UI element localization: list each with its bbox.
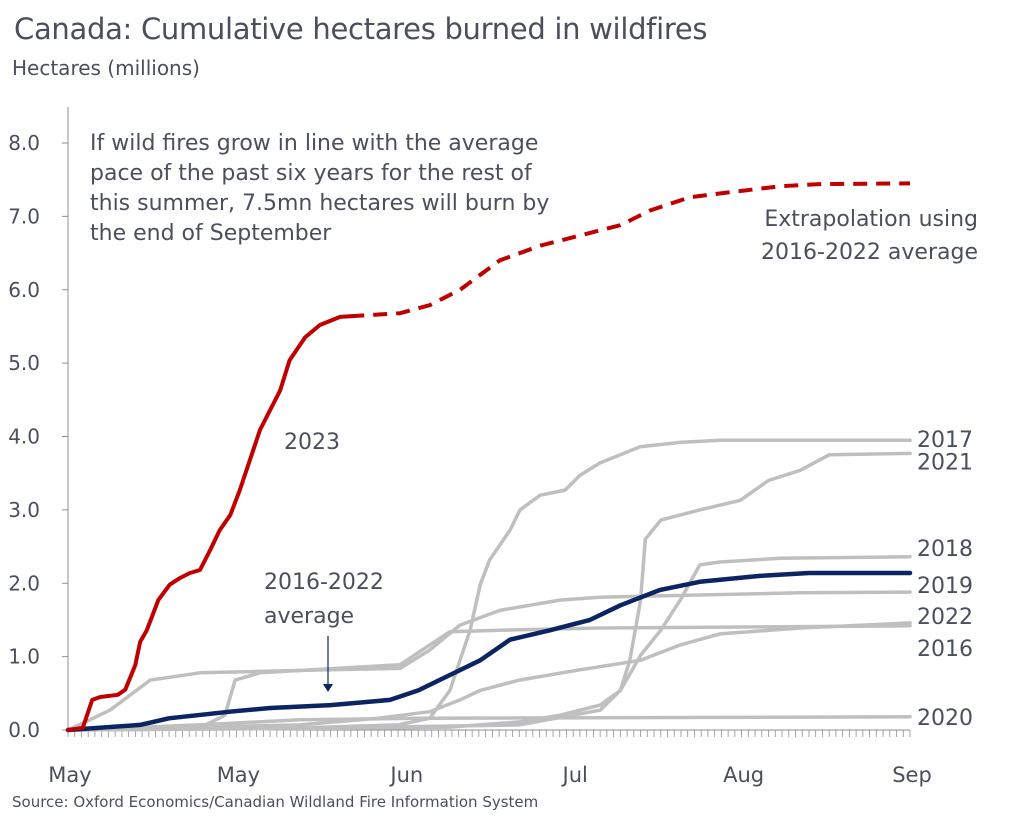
series-end-label: 2022	[917, 605, 973, 630]
y-tick-label: 0.0	[8, 718, 40, 742]
x-tick-label: Jul	[561, 763, 588, 787]
y-tick-label: 5.0	[8, 351, 40, 375]
series-line-2023-extrapolation	[350, 181, 911, 319]
series-line-2017	[66, 438, 912, 732]
y-tick-label: 6.0	[8, 278, 40, 302]
headline-annotation-line: this summer, 7.5mn hectares will burn by	[90, 191, 549, 216]
series-lines	[65, 181, 913, 733]
x-tick-label: May	[217, 763, 260, 787]
y-tick-label: 1.0	[8, 645, 40, 669]
series-line-2016-2022-average	[65, 570, 913, 733]
series-line-2021	[66, 451, 912, 732]
arrow-down-icon	[323, 684, 333, 692]
series-end-label: 2018	[917, 537, 973, 562]
x-tick-label: Jun	[388, 763, 423, 787]
series-end-label: 2021	[917, 450, 973, 475]
x-tick-label: May	[48, 763, 91, 787]
x-tick-label: Aug	[723, 763, 764, 787]
headline-annotation-line: pace of the past six years for the rest …	[90, 161, 533, 186]
average-annotation-line: average	[264, 604, 354, 629]
series-label-2023: 2023	[284, 430, 340, 455]
source-note: Source: Oxford Economics/Canadian Wildla…	[12, 793, 539, 811]
y-tick-label: 7.0	[8, 204, 40, 228]
x-tick-label: Sep	[892, 763, 932, 787]
chart-title: Canada: Cumulative hectares burned in wi…	[14, 12, 708, 46]
series-line-2023	[66, 314, 353, 732]
series-line-2018	[66, 555, 912, 732]
extrapolation-annotation-line: Extrapolation using	[764, 207, 978, 232]
axes: 0.0 1.0 2.0 3.0 4.0 5.0 6.0 7.0 8.0 May May Jun Jul A…	[8, 107, 932, 787]
series-end-label: 2019	[917, 574, 973, 599]
extrapolation-annotation-line: 2016-2022 average	[761, 240, 978, 265]
headline-annotation-line: the end of September	[90, 221, 332, 246]
y-tick-label: 4.0	[8, 425, 40, 449]
y-tick-label: 2.0	[8, 571, 40, 595]
series-line-2020	[66, 715, 912, 732]
series-end-label: 2020	[917, 706, 973, 731]
average-annotation-line: 2016-2022	[264, 570, 384, 595]
headline-annotation-line: If wild fires grow in line with the aver…	[90, 131, 538, 156]
series-line-2019	[66, 590, 912, 732]
series-line-2022	[66, 624, 912, 732]
chart-subtitle: Hectares (millions)	[12, 56, 200, 80]
y-tick-label: 8.0	[8, 131, 40, 155]
series-end-label: 2016	[917, 637, 973, 662]
series-end-label: 2017	[917, 428, 973, 453]
y-tick-label: 3.0	[8, 498, 40, 522]
